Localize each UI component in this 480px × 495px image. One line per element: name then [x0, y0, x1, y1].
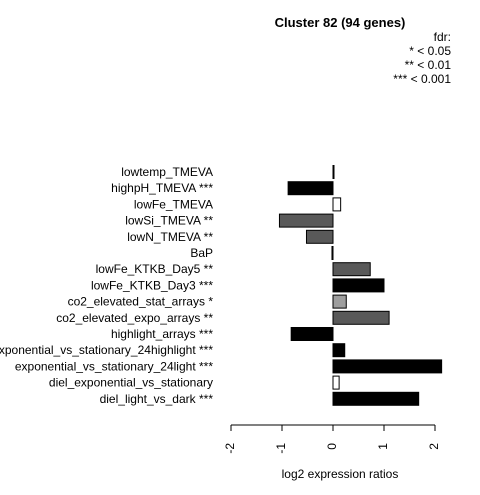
x-tick-label: 2 [427, 443, 441, 450]
bar [287, 181, 334, 196]
bar [332, 165, 335, 179]
bar [332, 278, 385, 293]
legend-entry-3: *** < 0.001 [393, 72, 451, 86]
category-label: co2_elevated_stat_arrays * [68, 295, 214, 309]
category-label: lowFe_KTKB_Day3 *** [91, 278, 213, 292]
x-tick-label: -2 [223, 443, 237, 454]
bar [332, 310, 390, 325]
legend-entry-1: * < 0.05 [409, 44, 451, 58]
bar [278, 213, 334, 228]
bar [305, 229, 334, 244]
bar [332, 197, 342, 212]
bar [332, 359, 443, 374]
bar [332, 391, 420, 406]
bar [332, 294, 347, 309]
bar [332, 375, 340, 390]
category-label: lowN_TMEVA ** [127, 230, 213, 244]
category-label: highpH_TMEVA *** [111, 181, 213, 195]
bar [290, 327, 334, 341]
category-label: exponential_vs_stationary_24light *** [15, 359, 213, 373]
legend: fdr: * < 0.05 ** < 0.01 *** < 0.001 [393, 30, 451, 86]
category-label: diel_light_vs_dark *** [100, 392, 214, 406]
category-label: exponential_vs_stationary_24highlight **… [0, 343, 213, 357]
category-label: lowtemp_TMEVA [121, 165, 213, 179]
legend-entry-2: ** < 0.01 [405, 58, 452, 72]
legend-title: fdr: [434, 30, 451, 44]
bar [332, 343, 346, 358]
x-tick-label: 0 [325, 443, 339, 450]
category-label: lowSi_TMEVA ** [125, 214, 213, 228]
chart-title: Cluster 82 (94 genes) [275, 15, 406, 30]
category-label: diel_exponential_vs_stationary [49, 376, 213, 390]
category-label: highlight_arrays *** [111, 327, 213, 341]
x-tick-label: 1 [376, 443, 390, 450]
plot-area: lowtemp_TMEVA highpH_TMEVA *** lowFe_TMEVA… [0, 165, 443, 454]
category-label: lowFe_KTKB_Day5 ** [96, 262, 214, 276]
x-axis-title: log2 expression ratios [282, 467, 399, 481]
category-label: BaP [190, 246, 213, 260]
x-tick-label: -1 [274, 443, 288, 454]
category-label: co2_elevated_expo_arrays ** [56, 311, 213, 325]
category-label: lowFe_TMEVA [134, 197, 213, 211]
bar [331, 246, 334, 260]
bar [332, 262, 371, 277]
